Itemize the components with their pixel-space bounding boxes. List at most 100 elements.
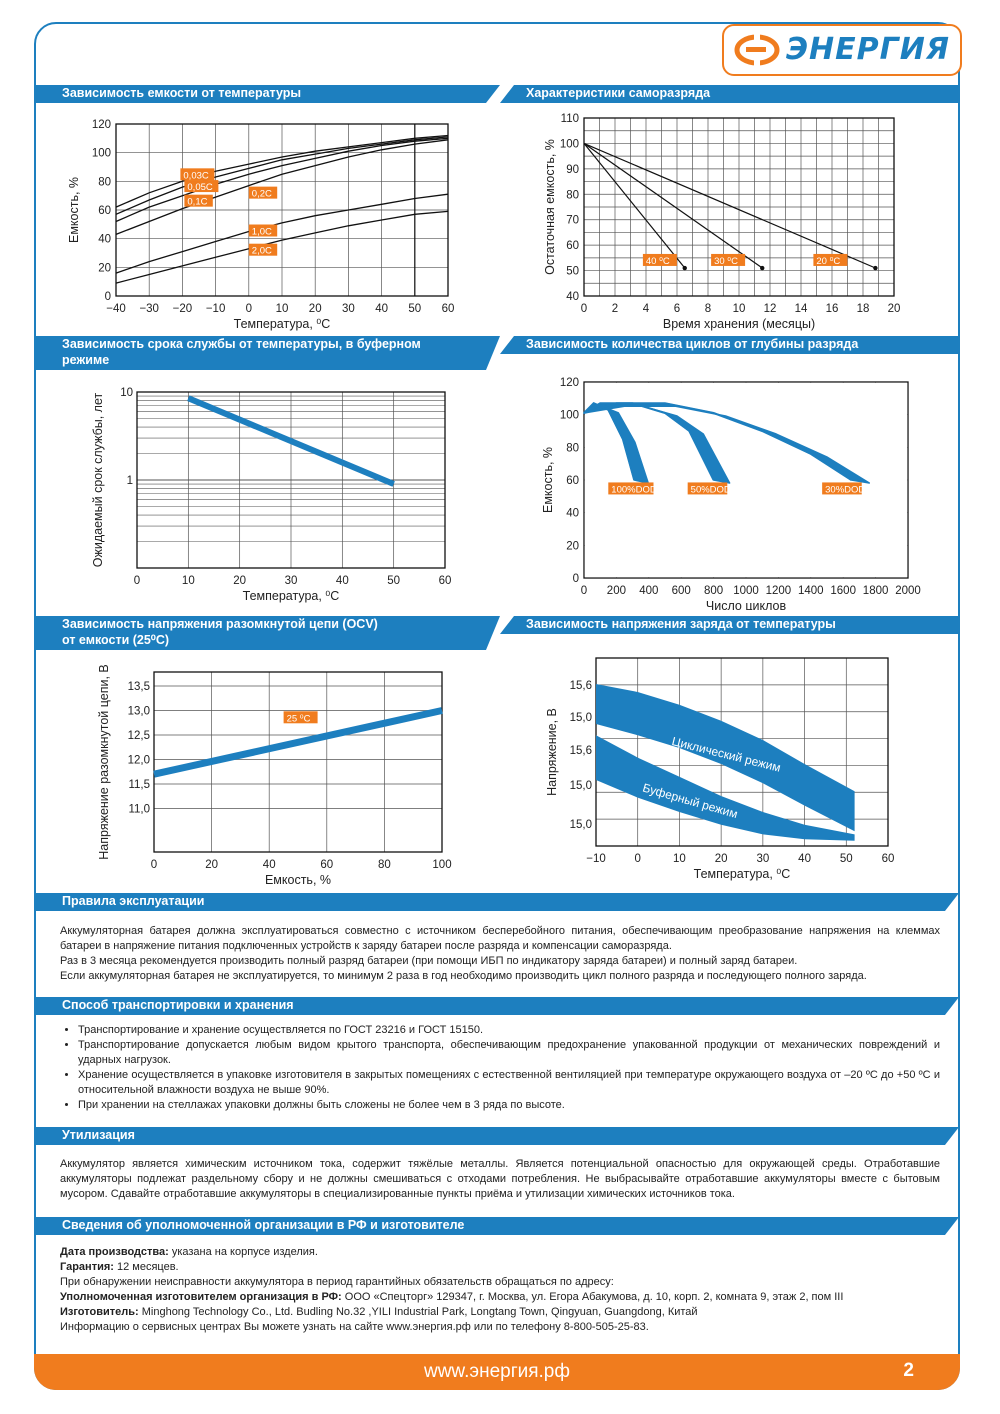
series-label-2-0c-box bbox=[248, 243, 278, 256]
x-axis-title: Емкость, % bbox=[265, 873, 331, 887]
series-label-30-dod-box bbox=[822, 482, 862, 495]
x-tick-label: 60 bbox=[882, 853, 895, 865]
series-label-25c: 25 ⁰С bbox=[287, 713, 311, 724]
x-tick-label: 60 bbox=[320, 859, 333, 871]
x-tick-label: 200 bbox=[607, 585, 626, 597]
chart-ocv: 0 20 40 60 80 100 11,0 11,5 12,0 12,5 13,0 13,5 Емко… bbox=[97, 664, 452, 887]
x-tick-label: −10 bbox=[586, 853, 606, 865]
brand-logo-icon bbox=[734, 34, 780, 66]
x-tick-label: 40 bbox=[798, 853, 811, 865]
warranty-value: 12 месяцев. bbox=[113, 1261, 179, 1273]
y-tick-label: 100 bbox=[560, 410, 579, 422]
x-tick-label: 30 bbox=[342, 303, 355, 315]
series-endpoint bbox=[760, 265, 765, 271]
series-line bbox=[115, 136, 449, 215]
y-tick-label: 12,0 bbox=[128, 755, 150, 767]
header-charge-voltage: Зависимость напряжения заряда от темпера… bbox=[500, 616, 959, 634]
y-axis-title: Напряжение разомкнутой цепи, В bbox=[97, 664, 111, 859]
header-ocv: Зависимость напряжения разомкнутой цепи … bbox=[36, 616, 500, 650]
x-tick-label: 60 bbox=[442, 303, 455, 315]
list-item: Транспортирование допускается любым видо… bbox=[78, 1038, 940, 1068]
series-line bbox=[583, 142, 876, 269]
y-axis-title: Емкость, % bbox=[541, 447, 555, 513]
x-tick-label: 40 bbox=[263, 859, 276, 871]
x-tick-label: 10 bbox=[673, 853, 686, 865]
y-tick-label: 100 bbox=[560, 138, 579, 150]
x-tick-label: 10 bbox=[276, 303, 289, 315]
header-disposal: Утилизация bbox=[36, 1127, 959, 1145]
header-ocv-line1: Зависимость напряжения разомкнутой цепи … bbox=[62, 617, 378, 631]
x-tick-label: 20 bbox=[205, 859, 218, 871]
x-tick-label: 0 bbox=[581, 303, 587, 315]
series-label-50-dod-box bbox=[687, 482, 728, 495]
x-tick-label: 30 bbox=[285, 575, 298, 587]
x-tick-label: 12 bbox=[764, 303, 777, 315]
x-tick-label: 1200 bbox=[766, 585, 792, 597]
series-line bbox=[115, 193, 449, 274]
plot-frame bbox=[583, 381, 909, 579]
x-tick-label: 0 bbox=[151, 859, 157, 871]
x-tick-label: 0 bbox=[581, 585, 587, 597]
y-tick-label: 60 bbox=[566, 475, 579, 487]
plot-frame bbox=[115, 123, 449, 297]
organization-info: Дата производства: указана на корпусе из… bbox=[60, 1245, 950, 1335]
x-tick-label: 0 bbox=[134, 575, 140, 587]
y-tick-label: 11,0 bbox=[128, 804, 150, 816]
x-tick-label: −10 bbox=[206, 303, 226, 315]
claim-row: При обнаружении неисправности аккумулято… bbox=[60, 1276, 614, 1288]
x-tick-label: −30 bbox=[139, 303, 159, 315]
y-axis-title: Емкость, % bbox=[67, 177, 81, 243]
series-label-50-dod: 50%DOD bbox=[691, 484, 731, 495]
y-tick-label: 15,6 bbox=[570, 680, 592, 692]
x-tick-label: 1600 bbox=[830, 585, 856, 597]
series-label-100-dod-box bbox=[608, 482, 654, 495]
series-line bbox=[115, 139, 449, 236]
series-label-0-03c-box bbox=[180, 168, 215, 181]
x-tick-label: 2 bbox=[612, 303, 618, 315]
series-endpoint bbox=[682, 265, 687, 271]
series-label-20c-box bbox=[813, 253, 848, 266]
series-line bbox=[115, 210, 449, 284]
series-label-0-05c: 0,05С bbox=[187, 182, 212, 193]
footer-bar: www.энергия.рф 2 bbox=[34, 1354, 960, 1390]
x-tick-label: 80 bbox=[378, 859, 391, 871]
plot-frame bbox=[153, 671, 443, 853]
x-tick-label: 8 bbox=[705, 303, 711, 315]
x-tick-label: −40 bbox=[106, 303, 126, 315]
x-tick-label: 1400 bbox=[798, 585, 824, 597]
x-tick-label: 50 bbox=[840, 853, 853, 865]
transport-list: Транспортирование и хранение осуществляе… bbox=[60, 1023, 940, 1113]
x-tick-label: 30 bbox=[756, 853, 769, 865]
x-tick-label: 2000 bbox=[895, 585, 921, 597]
series-label-1-0c-box bbox=[248, 224, 278, 237]
x-tick-label: 40 bbox=[375, 303, 388, 315]
x-tick-label: 6 bbox=[674, 303, 680, 315]
series-line bbox=[583, 402, 715, 481]
y-tick-label: 13,0 bbox=[128, 706, 150, 718]
y-tick-label: 60 bbox=[98, 205, 111, 217]
y-tick-label: 120 bbox=[560, 377, 579, 389]
x-tick-label: −20 bbox=[173, 303, 193, 315]
y-tick-label: 15,0 bbox=[570, 819, 592, 831]
header-organization: Сведения об уполномоченной организации в… bbox=[36, 1217, 959, 1235]
rules-text: Аккумуляторная батарея должна эксплуатир… bbox=[60, 924, 940, 984]
x-tick-label: 20 bbox=[233, 575, 246, 587]
brand-logo: ЭНЕРГИЯ bbox=[722, 24, 962, 76]
series-label-0-03c: 0,03С bbox=[183, 170, 208, 181]
rules-paragraph-3: Если аккумуляторная батарея не эксплуати… bbox=[60, 970, 867, 982]
x-tick-label: 100 bbox=[432, 859, 451, 871]
y-axis-title: Напряжение, В bbox=[545, 708, 559, 796]
manufacturer-row: Изготовитель: Minghong Technology Co., L… bbox=[60, 1305, 950, 1320]
x-tick-label: 10 bbox=[182, 575, 195, 587]
series-label-40c: 40 ⁰С bbox=[646, 256, 670, 267]
y-axis-title: Остаточная емкость, % bbox=[543, 139, 557, 275]
service-row: Информацию о сервисных центрах Вы можете… bbox=[60, 1321, 649, 1333]
x-axis-title: Число циклов bbox=[706, 599, 787, 610]
header-ocv-line2: от емкости (25⁰С) bbox=[62, 633, 170, 647]
series-label-30-dod: 30%DOD bbox=[825, 484, 865, 495]
x-tick-label: 50 bbox=[387, 575, 400, 587]
y-tick-label: 40 bbox=[566, 291, 579, 303]
x-tick-label: 14 bbox=[795, 303, 808, 315]
y-tick-label: 0 bbox=[573, 573, 579, 585]
warranty-label: Гарантия: bbox=[60, 1261, 114, 1273]
